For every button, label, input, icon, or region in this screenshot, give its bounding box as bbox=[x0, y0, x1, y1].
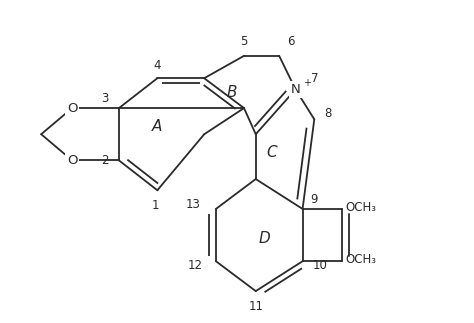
Text: 1: 1 bbox=[151, 199, 159, 213]
Text: 3: 3 bbox=[101, 92, 109, 105]
Text: 12: 12 bbox=[187, 259, 202, 272]
Text: O: O bbox=[67, 102, 77, 115]
Text: +: + bbox=[303, 78, 311, 88]
Text: 13: 13 bbox=[186, 198, 201, 211]
Text: C: C bbox=[267, 145, 277, 161]
Text: OCH₃: OCH₃ bbox=[346, 253, 377, 266]
Text: 4: 4 bbox=[154, 59, 161, 72]
Text: 7: 7 bbox=[311, 72, 319, 86]
Text: 10: 10 bbox=[313, 259, 328, 272]
Text: 9: 9 bbox=[310, 193, 318, 206]
Text: OCH₃: OCH₃ bbox=[346, 201, 377, 214]
Text: D: D bbox=[258, 231, 270, 246]
Text: 2: 2 bbox=[101, 154, 109, 167]
Text: B: B bbox=[226, 85, 237, 100]
Text: O: O bbox=[67, 154, 77, 167]
Text: 6: 6 bbox=[287, 35, 295, 48]
Text: 11: 11 bbox=[248, 300, 263, 313]
Text: N: N bbox=[291, 83, 301, 96]
Text: 5: 5 bbox=[240, 35, 248, 48]
Text: 8: 8 bbox=[325, 107, 332, 120]
Text: A: A bbox=[152, 119, 163, 134]
